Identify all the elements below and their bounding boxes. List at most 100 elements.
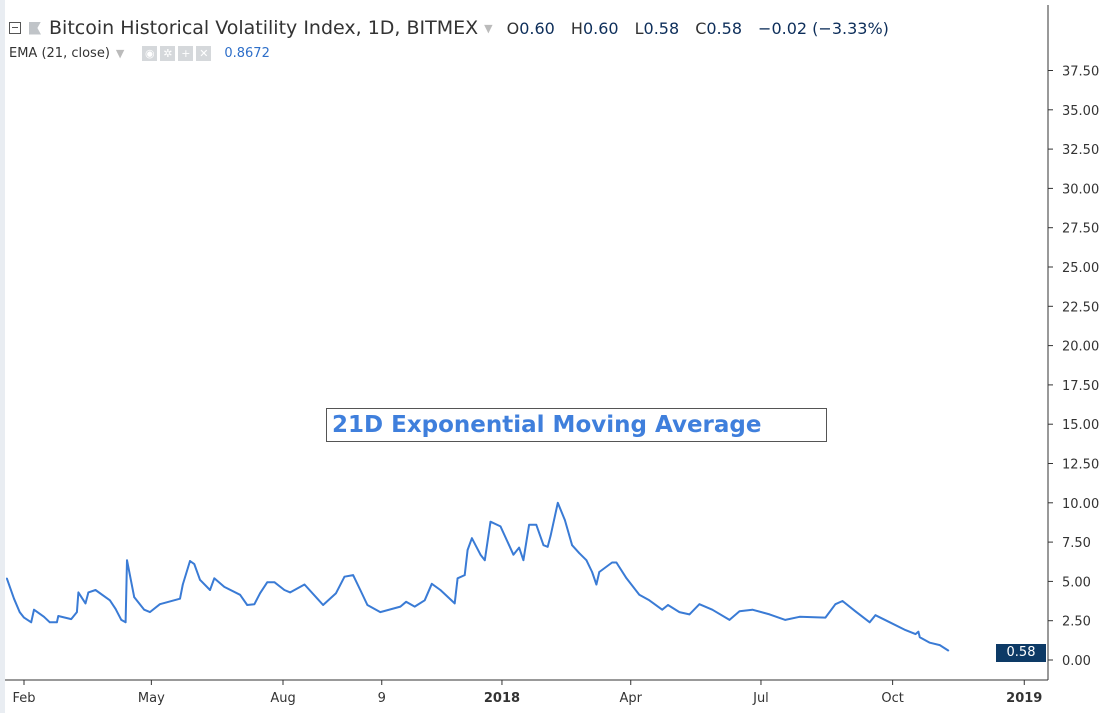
data-point <box>638 593 641 596</box>
data-point <box>615 561 618 564</box>
last-price-badge: 0.58 <box>996 644 1046 662</box>
data-point <box>479 553 482 556</box>
gear-icon[interactable]: ✲ <box>160 46 176 61</box>
plus-icon[interactable]: + <box>178 46 194 61</box>
y-tick-label: 12.50 <box>1062 458 1099 473</box>
data-point <box>728 619 731 621</box>
data-point <box>824 616 827 619</box>
data-point <box>648 599 651 602</box>
change-value: −0.02 (−3.33%) <box>758 19 889 38</box>
y-tick-label: 32.50 <box>1062 143 1099 158</box>
data-point <box>84 602 87 605</box>
data-point <box>182 583 184 586</box>
data-point <box>711 608 714 611</box>
data-point <box>149 611 151 613</box>
open-value: 0.60 <box>519 19 555 38</box>
close-icon[interactable]: ✕ <box>196 46 212 61</box>
x-tick-label: Oct <box>881 691 903 706</box>
annotation-text-box[interactable]: 21D Exponential Moving Average <box>326 408 827 442</box>
data-point <box>854 610 857 613</box>
data-point <box>518 546 520 549</box>
flag-icon[interactable] <box>29 21 41 35</box>
data-point <box>542 544 545 547</box>
data-point <box>535 524 538 526</box>
data-point <box>87 591 90 594</box>
y-tick-label: 22.50 <box>1062 300 1099 315</box>
data-point <box>546 546 549 548</box>
open-label: O <box>506 19 520 38</box>
indicator-value: 0.8672 <box>224 46 270 61</box>
symbol-title[interactable]: Bitcoin Historical Volatility Index, 1D,… <box>49 17 479 39</box>
y-tick-label: 0.00 <box>1062 654 1091 669</box>
data-point <box>48 621 51 624</box>
ohlc-readout: O0.60 H0.60 L0.58 C0.58 −0.02 (−3.33%) <box>507 17 899 39</box>
x-tick-label: 2019 <box>1006 691 1042 706</box>
data-point <box>399 605 402 608</box>
indicator-legend: EMA (21, close) ▼ ◉ ✲ + ✕ 0.8672 <box>9 46 270 61</box>
data-point <box>768 613 771 616</box>
data-point <box>6 577 8 580</box>
data-point <box>159 603 161 605</box>
data-point <box>223 586 226 588</box>
data-point <box>273 581 276 583</box>
y-tick-label: 5.00 <box>1062 575 1091 590</box>
data-point <box>939 644 941 646</box>
x-tick-label: Apr <box>619 691 642 706</box>
data-point <box>352 574 354 576</box>
collapse-icon[interactable] <box>9 22 21 34</box>
data-point <box>904 629 907 631</box>
data-point <box>43 615 45 618</box>
chart-header: Bitcoin Historical Volatility Index, 1D,… <box>9 17 899 39</box>
data-point <box>109 599 111 602</box>
data-point <box>266 581 269 583</box>
data-point <box>508 544 510 547</box>
y-tick-label: 10.00 <box>1062 497 1099 512</box>
data-point <box>133 596 135 598</box>
data-point <box>94 589 97 591</box>
data-point <box>126 559 128 561</box>
y-tick-label: 27.50 <box>1062 222 1099 237</box>
x-tick-label: May <box>138 691 165 706</box>
data-point <box>343 575 346 578</box>
data-point <box>678 611 681 613</box>
low-value: 0.58 <box>643 19 680 38</box>
data-point <box>667 604 669 606</box>
data-point <box>549 535 552 537</box>
data-point <box>76 611 78 613</box>
data-point <box>556 502 559 504</box>
data-point <box>366 604 369 606</box>
chevron-down-icon[interactable]: ▼ <box>115 47 125 60</box>
high-value: 0.60 <box>582 19 619 38</box>
data-point <box>13 597 15 600</box>
data-point <box>522 559 525 561</box>
data-point <box>379 611 382 613</box>
data-point <box>114 608 117 610</box>
data-point <box>179 597 181 600</box>
data-point <box>661 608 664 611</box>
eye-icon[interactable]: ◉ <box>142 46 158 61</box>
data-point <box>463 574 466 576</box>
y-tick-label: 15.00 <box>1062 418 1099 433</box>
data-point <box>120 619 123 621</box>
y-tick-label: 20.00 <box>1062 340 1099 355</box>
data-point <box>929 641 931 644</box>
data-point <box>316 597 319 600</box>
data-point <box>413 605 416 608</box>
data-point <box>688 613 691 616</box>
data-point <box>143 608 146 611</box>
data-point <box>335 592 337 594</box>
data-point <box>193 563 196 565</box>
indicator-label[interactable]: EMA (21, close) <box>9 46 110 61</box>
data-point <box>919 636 921 639</box>
data-point <box>489 520 492 523</box>
chevron-down-icon[interactable]: ▼ <box>484 21 493 35</box>
data-point <box>874 614 877 616</box>
x-tick-label: 2018 <box>484 691 520 706</box>
data-point <box>834 603 837 605</box>
data-point <box>70 618 73 620</box>
data-point <box>259 592 261 594</box>
data-point <box>738 610 741 613</box>
data-point <box>564 519 566 521</box>
data-point <box>625 577 628 580</box>
